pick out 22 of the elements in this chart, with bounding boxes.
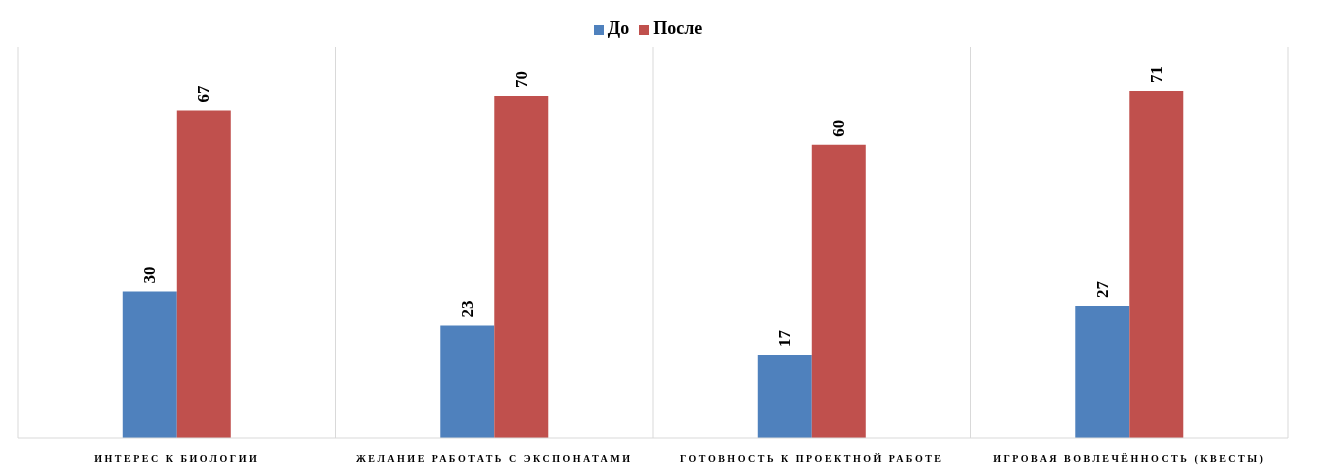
bar: [122, 291, 177, 438]
data-label: 23: [457, 300, 477, 318]
bar: [1129, 90, 1184, 438]
x-tick-label: ЖЕЛАНИЕ РАБОТАТЬ С ЭКСПОНАТАМИ: [355, 453, 633, 464]
x-tick-label: ГОТОВНОСТЬ К ПРОЕКТНОЙ РАБОТЕ: [679, 453, 944, 464]
data-label: 67: [194, 85, 214, 103]
bar: [757, 354, 812, 438]
bar: [440, 325, 495, 438]
bar: [494, 95, 549, 438]
data-label: 60: [829, 119, 849, 137]
bar: [811, 144, 866, 438]
bar: [1075, 306, 1130, 438]
data-label: 70: [511, 70, 531, 88]
legend-label: После: [653, 18, 703, 38]
data-label: 27: [1092, 280, 1112, 299]
bar: [176, 110, 231, 438]
data-label: 17: [775, 329, 795, 347]
data-label: 71: [1146, 65, 1166, 83]
x-tick-label: ИГРОВАЯ ВОВЛЕЧЁННОСТЬ (КВЕСТЫ): [993, 452, 1266, 465]
legend-label: До: [607, 18, 630, 38]
data-label: 30: [140, 266, 160, 284]
x-tick-label: ИНТЕРЕС К БИОЛОГИИ: [94, 453, 260, 464]
